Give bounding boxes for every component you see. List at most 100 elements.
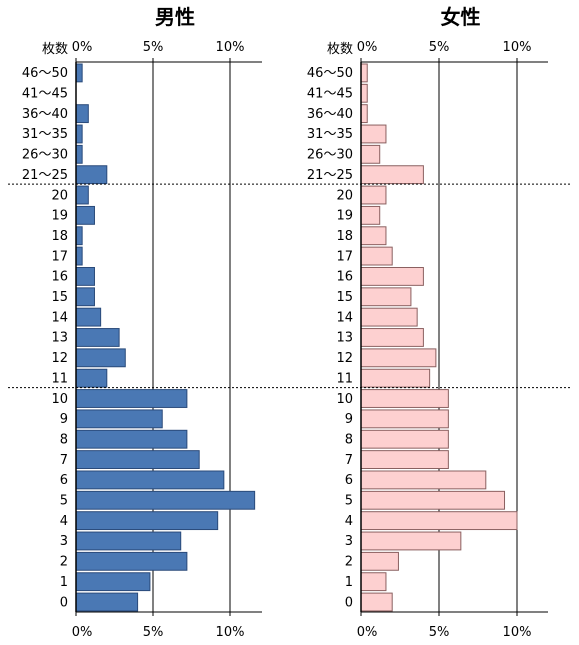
bar-male-8 xyxy=(75,226,83,246)
category-label-male-13: 13 xyxy=(51,331,68,346)
category-label-male-2: 36〜40 xyxy=(22,107,68,122)
category-axis-label-female: 枚数 xyxy=(327,42,353,57)
category-label-male-25: 1 xyxy=(60,575,68,590)
bar-male-18 xyxy=(75,429,188,449)
category-label-male-21: 5 xyxy=(60,494,68,509)
category-label-female-9: 17 xyxy=(336,249,353,264)
x-tick-bottom-male-2: 10% xyxy=(216,625,245,640)
x-tick-top-male-2: 10% xyxy=(216,40,245,55)
category-label-female-18: 8 xyxy=(345,432,353,447)
x-tick-top-female-1: 5% xyxy=(429,40,450,55)
bar-male-15 xyxy=(75,368,108,388)
bar-male-24 xyxy=(75,551,188,571)
bar-female-23 xyxy=(360,531,462,551)
x-tick-bottom-male-1: 5% xyxy=(143,625,164,640)
category-label-female-3: 31〜35 xyxy=(307,127,353,142)
bar-male-0 xyxy=(75,63,83,83)
bar-male-21 xyxy=(75,490,256,510)
bar-male-20 xyxy=(75,470,225,490)
bar-male-14 xyxy=(75,348,126,368)
bar-male-7 xyxy=(75,205,95,225)
bar-female-7 xyxy=(360,205,381,225)
bar-female-15 xyxy=(360,368,431,388)
x-tick-bottom-male-0: 0% xyxy=(72,625,93,640)
x-tick-top-female-2: 10% xyxy=(503,40,532,55)
category-label-male-0: 46〜50 xyxy=(22,66,68,81)
bar-male-2 xyxy=(75,104,89,124)
category-label-female-11: 15 xyxy=(336,290,353,305)
category-label-female-5: 21〜25 xyxy=(307,168,353,183)
bar-male-23 xyxy=(75,531,182,551)
category-label-female-15: 11 xyxy=(336,371,353,386)
category-label-male-20: 6 xyxy=(60,473,68,488)
category-label-female-20: 6 xyxy=(345,473,353,488)
bar-male-13 xyxy=(75,328,120,347)
category-label-male-19: 7 xyxy=(60,453,68,468)
category-label-male-1: 41〜45 xyxy=(22,87,68,102)
bar-female-11 xyxy=(360,287,412,307)
bar-female-17 xyxy=(360,409,449,429)
category-label-female-26: 0 xyxy=(345,595,353,610)
bar-female-26 xyxy=(360,592,393,612)
bar-female-13 xyxy=(360,328,424,347)
category-label-female-14: 12 xyxy=(336,351,353,366)
category-label-female-0: 46〜50 xyxy=(307,66,353,81)
x-tick-bottom-female-1: 5% xyxy=(429,625,450,640)
category-label-male-6: 20 xyxy=(51,188,68,203)
category-label-female-2: 36〜40 xyxy=(307,107,353,122)
category-label-male-11: 15 xyxy=(51,290,68,305)
category-label-male-15: 11 xyxy=(51,371,68,386)
category-label-female-13: 13 xyxy=(336,331,353,346)
category-label-male-26: 0 xyxy=(60,595,68,610)
bar-male-22 xyxy=(75,511,219,531)
bar-female-4 xyxy=(360,144,381,164)
bar-male-25 xyxy=(75,572,151,592)
bar-male-11 xyxy=(75,287,95,307)
category-label-male-9: 17 xyxy=(51,249,68,264)
x-tick-top-female-0: 0% xyxy=(357,40,378,55)
bar-female-6 xyxy=(360,185,387,205)
category-label-female-12: 14 xyxy=(336,310,353,325)
category-label-male-8: 18 xyxy=(51,229,68,244)
category-label-male-7: 19 xyxy=(51,209,68,224)
category-label-male-4: 26〜30 xyxy=(22,148,68,163)
x-tick-bottom-female-0: 0% xyxy=(357,625,378,640)
bar-female-14 xyxy=(360,348,437,368)
category-label-male-10: 16 xyxy=(51,270,68,285)
x-tick-bottom-female-2: 10% xyxy=(503,625,532,640)
chart-title-male: 男性 xyxy=(155,5,195,29)
category-label-female-6: 20 xyxy=(336,188,353,203)
category-label-male-5: 21〜25 xyxy=(22,168,68,183)
bar-male-17 xyxy=(75,409,163,429)
bar-female-8 xyxy=(360,226,387,246)
bar-female-21 xyxy=(360,490,506,510)
bar-female-3 xyxy=(360,124,387,144)
bar-female-20 xyxy=(360,470,487,490)
category-label-female-16: 10 xyxy=(336,392,353,407)
bar-female-19 xyxy=(360,450,449,469)
category-label-male-24: 2 xyxy=(60,555,68,570)
category-label-male-17: 9 xyxy=(60,412,68,427)
chart-title-female: 女性 xyxy=(441,5,481,29)
category-label-female-23: 3 xyxy=(345,534,353,549)
category-label-female-17: 9 xyxy=(345,412,353,427)
bar-male-16 xyxy=(75,389,188,408)
category-label-female-22: 4 xyxy=(345,514,353,529)
bar-male-4 xyxy=(75,144,83,164)
category-label-female-1: 41〜45 xyxy=(307,87,353,102)
bar-female-22 xyxy=(360,511,518,531)
bar-male-19 xyxy=(75,450,200,469)
bar-female-5 xyxy=(360,165,424,185)
category-label-male-18: 8 xyxy=(60,432,68,447)
x-tick-top-male-1: 5% xyxy=(143,40,164,55)
bar-female-1 xyxy=(360,83,368,103)
category-label-female-4: 26〜30 xyxy=(307,148,353,163)
category-label-female-10: 16 xyxy=(336,270,353,285)
bar-female-12 xyxy=(360,307,418,327)
category-label-male-22: 4 xyxy=(60,514,68,529)
category-label-female-21: 5 xyxy=(345,494,353,509)
bar-female-9 xyxy=(360,246,393,266)
bar-female-10 xyxy=(360,267,424,286)
